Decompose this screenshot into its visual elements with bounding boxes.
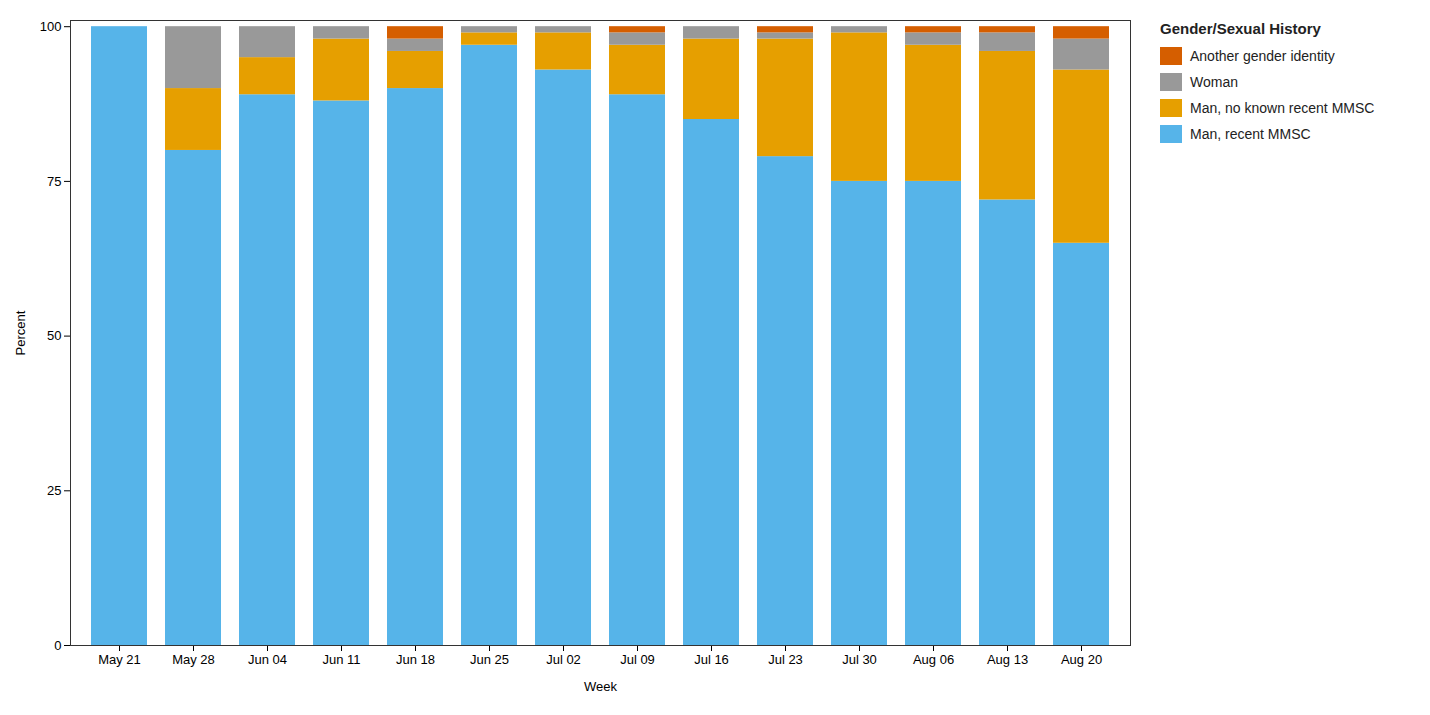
svg-text:Aug 20: Aug 20	[1061, 652, 1102, 667]
svg-text:Jul 09: Jul 09	[620, 652, 655, 667]
svg-text:Week: Week	[584, 679, 617, 694]
html-text:Woman: Woman	[1190, 74, 1238, 90]
svg-text:May 21: May 21	[98, 652, 141, 667]
svg-text:Jun 11: Jun 11	[322, 652, 360, 667]
svg-text:Percent: Percent	[13, 310, 28, 355]
svg-text:Jul 02: Jul 02	[546, 652, 581, 667]
svg-text:May 28: May 28	[172, 652, 215, 667]
svg-text:Jun 04: Jun 04	[248, 652, 287, 667]
svg-text:25: 25	[47, 483, 61, 498]
svg-text:50: 50	[47, 328, 61, 343]
svg-text:0: 0	[54, 638, 61, 653]
html-text:Another gender identity: Another gender identity	[1190, 48, 1335, 64]
svg-text:Jun 25: Jun 25	[470, 652, 509, 667]
html-text:Gender/Sexual History: Gender/Sexual History	[1160, 20, 1321, 37]
svg-text:Jul 23: Jul 23	[768, 652, 803, 667]
svg-text:75: 75	[47, 174, 61, 189]
svg-text:Jul 30: Jul 30	[842, 652, 877, 667]
svg-text:Jun 18: Jun 18	[396, 652, 435, 667]
svg-text:100: 100	[40, 19, 62, 34]
svg-text:Aug 13: Aug 13	[987, 652, 1028, 667]
html-text:Man, no known recent MMSC: Man, no known recent MMSC	[1190, 100, 1375, 116]
svg-text:Aug 06: Aug 06	[913, 652, 954, 667]
svg-text:Jul 16: Jul 16	[694, 652, 729, 667]
html-text:Man, recent MMSC: Man, recent MMSC	[1190, 126, 1311, 142]
